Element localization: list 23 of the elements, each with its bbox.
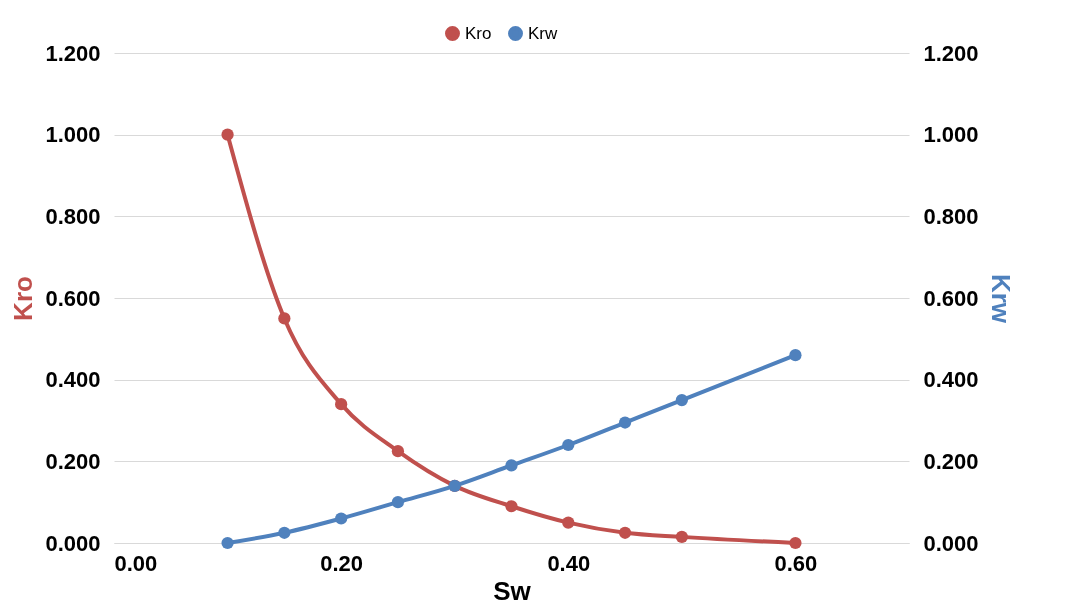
x-axis-title: Sw [493,575,532,606]
y2-tick-label: 0.600 [923,285,979,311]
y-tick-label: 0.000 [45,530,101,556]
y2-tick-label: 0.800 [923,203,979,229]
legend-label: Krw [528,23,558,43]
y2-tick-label: 1.000 [923,122,979,148]
y2-tick-label: 1.200 [923,40,979,66]
x-tick-label: 0.60 [774,550,818,576]
y-tick-label: 0.200 [45,448,101,474]
x-tick-label: 0.40 [547,550,591,576]
y2-axis-title: Krw [985,273,1016,324]
y-tick-label: 0.400 [45,367,101,393]
y2-tick-label: 0.000 [923,530,979,556]
x-tick-label: 0.20 [320,550,364,576]
y-tick-label: 1.000 [45,122,101,148]
x-tick-label: 0.00 [114,550,158,576]
y2-tick-label: 0.200 [923,448,979,474]
y-tick-label: 0.800 [45,203,101,229]
y-axis-title: Kro [8,276,39,321]
legend-label: Kro [465,23,492,43]
y-tick-label: 1.200 [45,40,101,66]
y2-tick-label: 0.400 [923,367,979,393]
y-tick-label: 0.600 [45,285,101,311]
